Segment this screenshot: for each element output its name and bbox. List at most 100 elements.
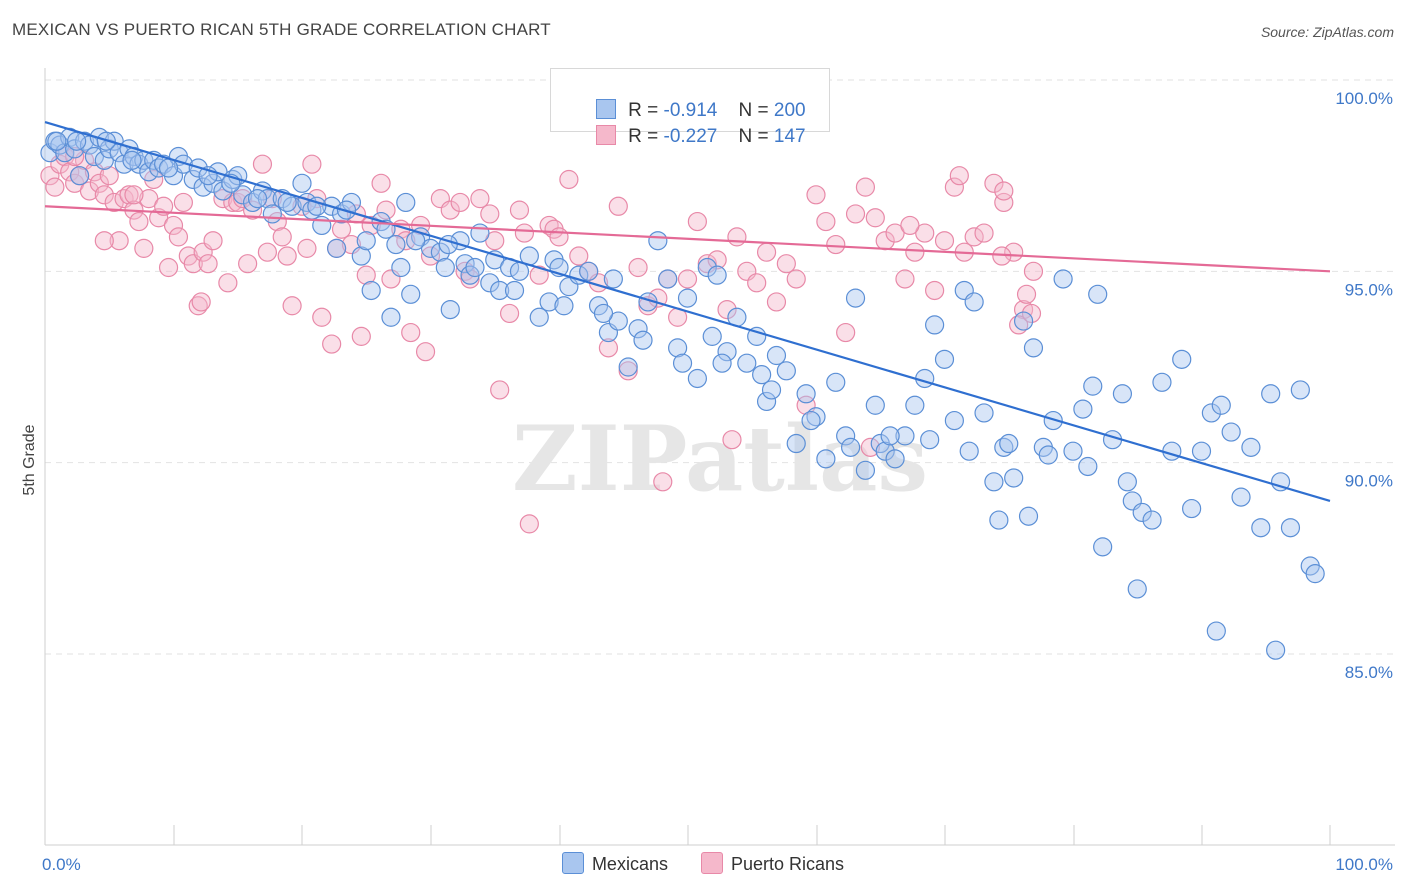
- mexicans-point: [974, 403, 994, 423]
- mexicans-point: [1063, 441, 1083, 461]
- r-value-mexicans: -0.914: [663, 100, 718, 121]
- puerto-ricans-point: [89, 173, 109, 193]
- n-value-puerto-ricans: 147: [773, 126, 806, 147]
- puerto-ricans-point: [628, 257, 648, 278]
- puerto-ricans-point: [361, 215, 381, 236]
- axes: [44, 68, 1395, 846]
- puerto-ricans-point: [766, 292, 787, 312]
- puerto-ricans-point: [297, 238, 317, 258]
- mexicans-point: [1261, 384, 1281, 404]
- puerto-ricans-point: [65, 146, 85, 167]
- puerto-ricans-point: [119, 185, 139, 205]
- mexicans-point: [865, 395, 885, 415]
- mexicans-point: [840, 437, 861, 457]
- mexicans-point: [55, 143, 75, 163]
- mexicans-point: [233, 185, 253, 205]
- mexicans-point: [816, 449, 836, 469]
- puerto-ricans-point: [934, 231, 955, 251]
- mexicans-point: [1073, 399, 1093, 419]
- mexicans-point: [1172, 349, 1192, 369]
- puerto-ricans-point: [60, 162, 80, 182]
- puerto-ricans-point: [984, 173, 1004, 193]
- puerto-ricans-point: [915, 223, 935, 243]
- mexicans-point: [593, 303, 614, 324]
- mexicans-point: [326, 238, 347, 258]
- mexicans-point: [94, 150, 114, 170]
- mexicans-point: [628, 319, 648, 339]
- puerto-ricans-swatch: [596, 125, 617, 145]
- puerto-ricans-point: [420, 246, 441, 266]
- puerto-ricans-point: [99, 166, 119, 186]
- mexicans-point: [702, 326, 722, 346]
- mexicans-point: [1211, 395, 1231, 415]
- mexicans-point: [1231, 487, 1251, 507]
- puerto-ricans-point: [722, 430, 742, 450]
- puerto-ricans-point: [415, 342, 436, 362]
- mexicans-point: [67, 131, 87, 151]
- mexicans-point: [1182, 498, 1202, 519]
- puerto-ricans-point: [826, 234, 846, 255]
- puerto-ricans-point: [905, 242, 925, 262]
- puerto-ricans-point: [213, 189, 233, 209]
- puerto-ricans-point: [707, 250, 727, 270]
- puerto-ricans-point: [351, 326, 371, 346]
- mexicans-point: [658, 269, 678, 289]
- puerto-ricans-point: [756, 242, 777, 262]
- puerto-ricans-point: [440, 200, 460, 220]
- puerto-ricans-point: [356, 265, 376, 285]
- puerto-ricans-point: [242, 200, 263, 220]
- mexicans-point: [1132, 502, 1152, 523]
- puerto-ricans-point: [529, 265, 549, 285]
- puerto-ricans-point: [158, 257, 179, 278]
- mexicans-point: [697, 257, 717, 278]
- puerto-ricans-point: [203, 231, 223, 251]
- series-mexicans: [40, 127, 1325, 660]
- puerto-ricans-point: [312, 307, 332, 327]
- puerto-ricans-point: [608, 196, 628, 216]
- puerto-ricans-point: [480, 204, 500, 224]
- mexicans-point: [756, 391, 777, 412]
- mexicans-point: [761, 380, 782, 400]
- mexicans-point: [1117, 472, 1137, 492]
- legend-item-mexicans[interactable]: Mexicans: [561, 852, 668, 875]
- puerto-ricans-point: [470, 189, 490, 209]
- r-value-puerto-ricans: -0.227: [663, 126, 718, 147]
- y-tick-label: 100.0%: [1335, 89, 1393, 108]
- mexicans-point: [1078, 456, 1098, 477]
- puerto-ricans-point: [499, 303, 520, 324]
- mexicans-point: [603, 269, 623, 289]
- mexicans-point: [1221, 422, 1241, 442]
- mexicans-point: [386, 234, 406, 255]
- puerto-ricans-point: [450, 192, 470, 213]
- puerto-ricans-point: [865, 208, 885, 228]
- legend-item-puerto-ricans[interactable]: Puerto Ricans: [700, 852, 845, 875]
- mexicans-point: [509, 261, 530, 281]
- mexicans-point: [717, 342, 737, 362]
- puerto-ricans-point: [994, 192, 1014, 213]
- mexicans-point: [618, 357, 638, 377]
- mexicans-point: [648, 231, 668, 251]
- puerto-ricans-point: [109, 231, 129, 251]
- mexicans-point: [786, 433, 806, 454]
- mexicans-point: [406, 231, 426, 251]
- mexicans-point: [747, 326, 767, 346]
- puerto-ricans-point: [925, 280, 945, 301]
- puerto-ricans-point: [885, 223, 905, 243]
- series-legend: Mexicans Puerto Ricans: [0, 852, 1406, 875]
- chart-title: MEXICAN VS PUERTO RICAN 5TH GRADE CORREL…: [12, 20, 551, 39]
- mexicans-point: [1251, 518, 1271, 538]
- puerto-ricans-point: [252, 154, 273, 174]
- mexicans-point: [504, 280, 525, 301]
- legend-label-mexicans: Mexicans: [591, 854, 668, 874]
- n-label: N =: [738, 100, 774, 121]
- puerto-ricans-point: [836, 322, 856, 343]
- puerto-ricans-point: [806, 185, 826, 205]
- mexicans-point: [356, 231, 376, 251]
- mexicans-point: [875, 441, 895, 461]
- puerto-ricans-point: [154, 196, 174, 216]
- mexicans-point: [687, 368, 707, 389]
- puerto-ricans-point: [786, 269, 806, 289]
- mexicans-point: [1038, 445, 1058, 465]
- r-label: R =: [628, 100, 664, 121]
- legend-label-puerto-ricans: Puerto Ricans: [730, 854, 845, 874]
